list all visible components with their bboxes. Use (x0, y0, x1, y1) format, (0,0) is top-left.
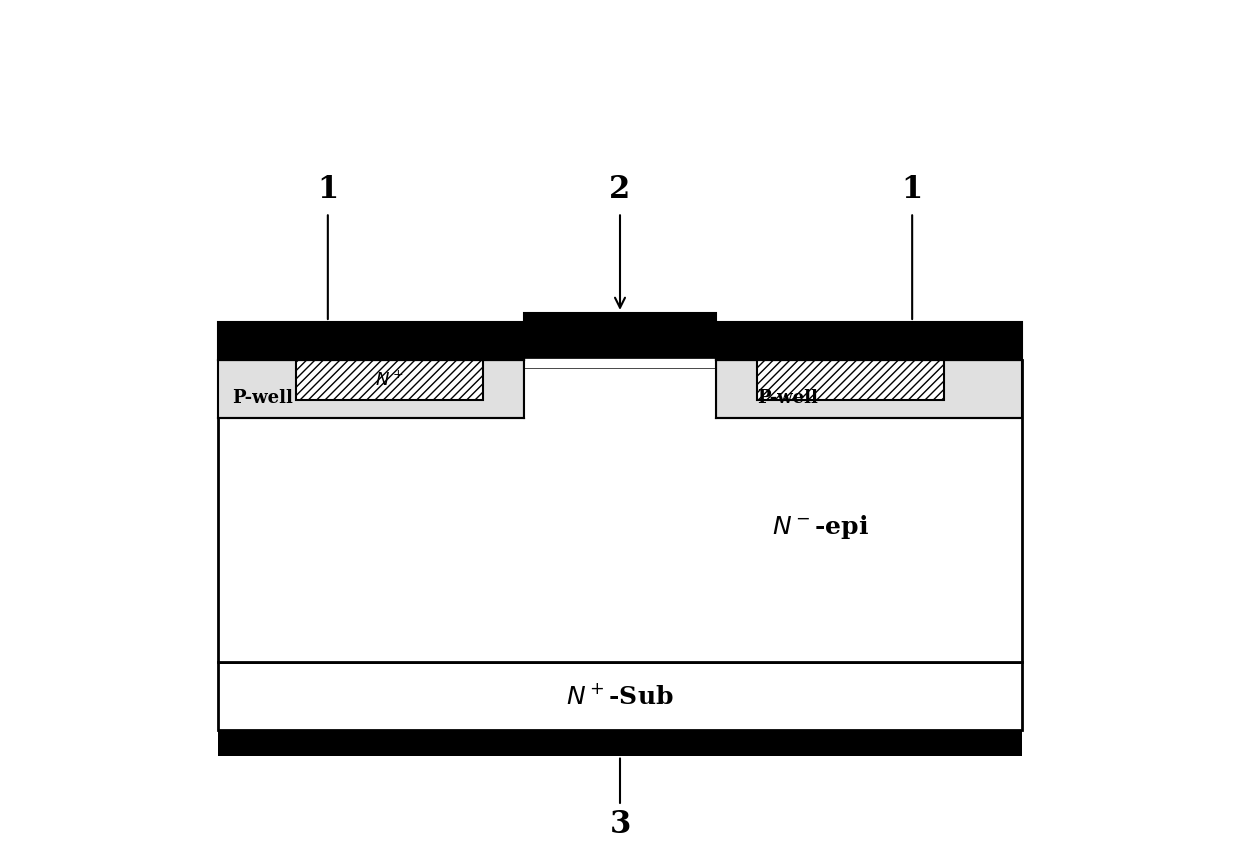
Bar (218, 360, 525, 418)
Bar (525, 360, 715, 418)
Text: $N^+$: $N^+$ (376, 370, 404, 389)
Text: P-well: P-well (756, 388, 818, 406)
Bar (296, 360, 484, 400)
Text: P-well: P-well (232, 388, 293, 406)
Bar (218, 730, 1022, 756)
Text: 1: 1 (317, 174, 339, 205)
Bar (218, 322, 525, 360)
Bar (218, 360, 1022, 662)
Text: $N^-$-epi: $N^-$-epi (773, 513, 869, 541)
Text: 2: 2 (609, 174, 631, 205)
Bar (715, 360, 1022, 418)
Bar (218, 662, 1022, 730)
Text: 1: 1 (901, 174, 923, 205)
Text: $N^+$-Sub: $N^+$-Sub (567, 683, 673, 709)
Bar (218, 322, 1022, 360)
Bar (756, 360, 944, 400)
Bar (525, 358, 715, 368)
Bar (715, 322, 1022, 360)
Bar (525, 312, 715, 360)
Bar (525, 322, 715, 360)
Text: 3: 3 (609, 809, 631, 840)
